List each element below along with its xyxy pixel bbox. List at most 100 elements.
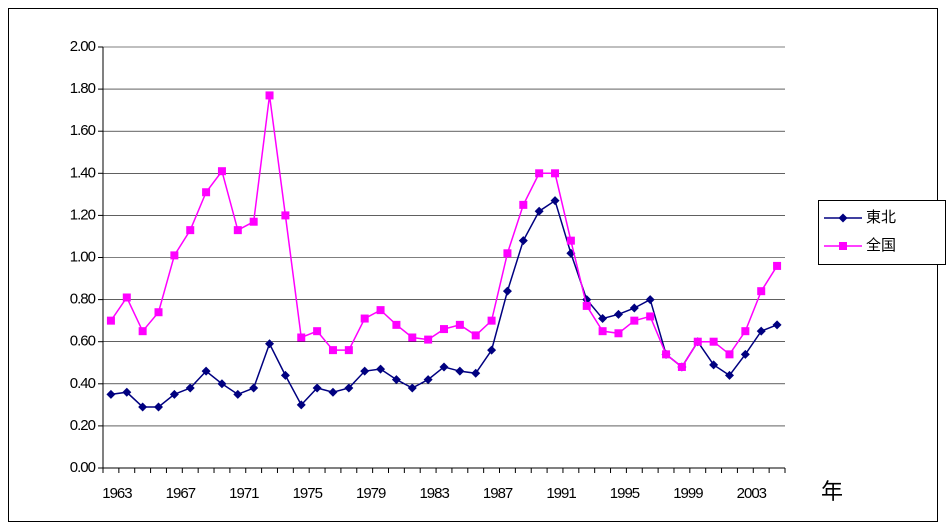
data-point [217,379,227,389]
x-tick-label: 1983 [419,485,449,502]
data-point [106,316,115,325]
data-point [724,370,734,380]
data-point [709,360,719,370]
data-point [313,327,322,336]
data-point [613,309,623,319]
y-tick-label: 2.00 [70,38,96,55]
data-point [740,349,750,359]
x-tick-label: 1979 [356,485,386,502]
legend-label: 全国 [866,236,896,254]
data-point [154,402,164,412]
data-point [487,316,496,325]
data-point [709,337,718,346]
x-tick-label: 1995 [610,485,640,502]
data-point [376,364,386,374]
data-point [839,242,847,250]
data-point [407,383,417,393]
data-point [629,303,639,313]
x-tick-label: 1975 [293,485,323,502]
y-tick-label: 0.00 [70,459,96,476]
data-point [122,387,132,397]
data-point [756,326,766,336]
data-point [535,169,544,178]
data-point [376,306,385,315]
data-point [280,370,290,380]
data-point [122,293,131,302]
data-point [677,362,686,371]
data-point [312,383,322,393]
data-point [518,236,528,246]
data-point [550,196,560,206]
data-point [630,316,639,325]
data-point [439,362,449,372]
data-point [455,320,464,329]
data-point [487,345,497,355]
data-point [662,350,671,359]
data-point [424,335,433,344]
data-point [598,327,607,336]
data-point [503,249,512,258]
data-point [296,400,306,410]
data-point [265,91,274,100]
data-point [202,188,211,197]
data-point [534,206,544,216]
data-point [360,366,370,376]
data-point [201,366,211,376]
data-point [773,261,782,270]
data-point [741,327,750,336]
x-tick-label: 1999 [673,485,703,502]
data-point [566,236,575,245]
data-point [138,327,147,336]
data-point [281,211,290,220]
data-point [423,375,433,385]
x-tick-label: 1971 [229,485,259,502]
data-point [391,375,401,385]
data-point [440,325,448,334]
data-point [328,387,338,397]
y-tick-label: 0.20 [70,417,96,434]
x-tick-label: 1963 [102,485,132,502]
data-point [170,251,179,260]
data-point [169,389,179,399]
x-tick-label: 1967 [166,485,196,502]
data-point [106,389,116,399]
data-point [519,200,528,209]
data-point [551,169,560,178]
x-axis-label: 年 [821,479,843,504]
data-point [186,226,195,235]
data-point [614,329,623,338]
data-point [598,314,608,324]
x-tick-label: 1987 [483,485,513,502]
data-point [502,286,512,296]
y-tick-label: 0.40 [70,375,96,392]
data-point [582,301,591,310]
data-point [725,350,734,359]
data-point [297,333,306,342]
y-tick-label: 1.40 [70,164,96,181]
data-point [233,389,243,399]
data-point [645,295,655,305]
data-point [392,320,401,329]
legend-box [818,200,946,265]
data-point [408,333,417,342]
data-point [344,383,354,393]
y-tick-label: 0.80 [70,291,96,308]
data-point [138,402,148,412]
data-point [344,346,353,355]
data-point [471,331,480,340]
y-tick-label: 1.80 [70,80,96,97]
data-point [772,320,782,330]
y-tick-label: 0.60 [70,333,96,350]
data-point [693,337,702,346]
data-point [646,312,655,321]
legend-label: 東北 [866,209,896,226]
x-tick-label: 1991 [546,485,576,502]
data-point [233,226,242,235]
x-tick-label: 2003 [737,485,767,502]
y-tick-label: 1.20 [70,206,96,223]
data-point [455,366,465,376]
data-point [249,383,259,393]
data-point [757,287,766,296]
data-point [249,217,258,226]
